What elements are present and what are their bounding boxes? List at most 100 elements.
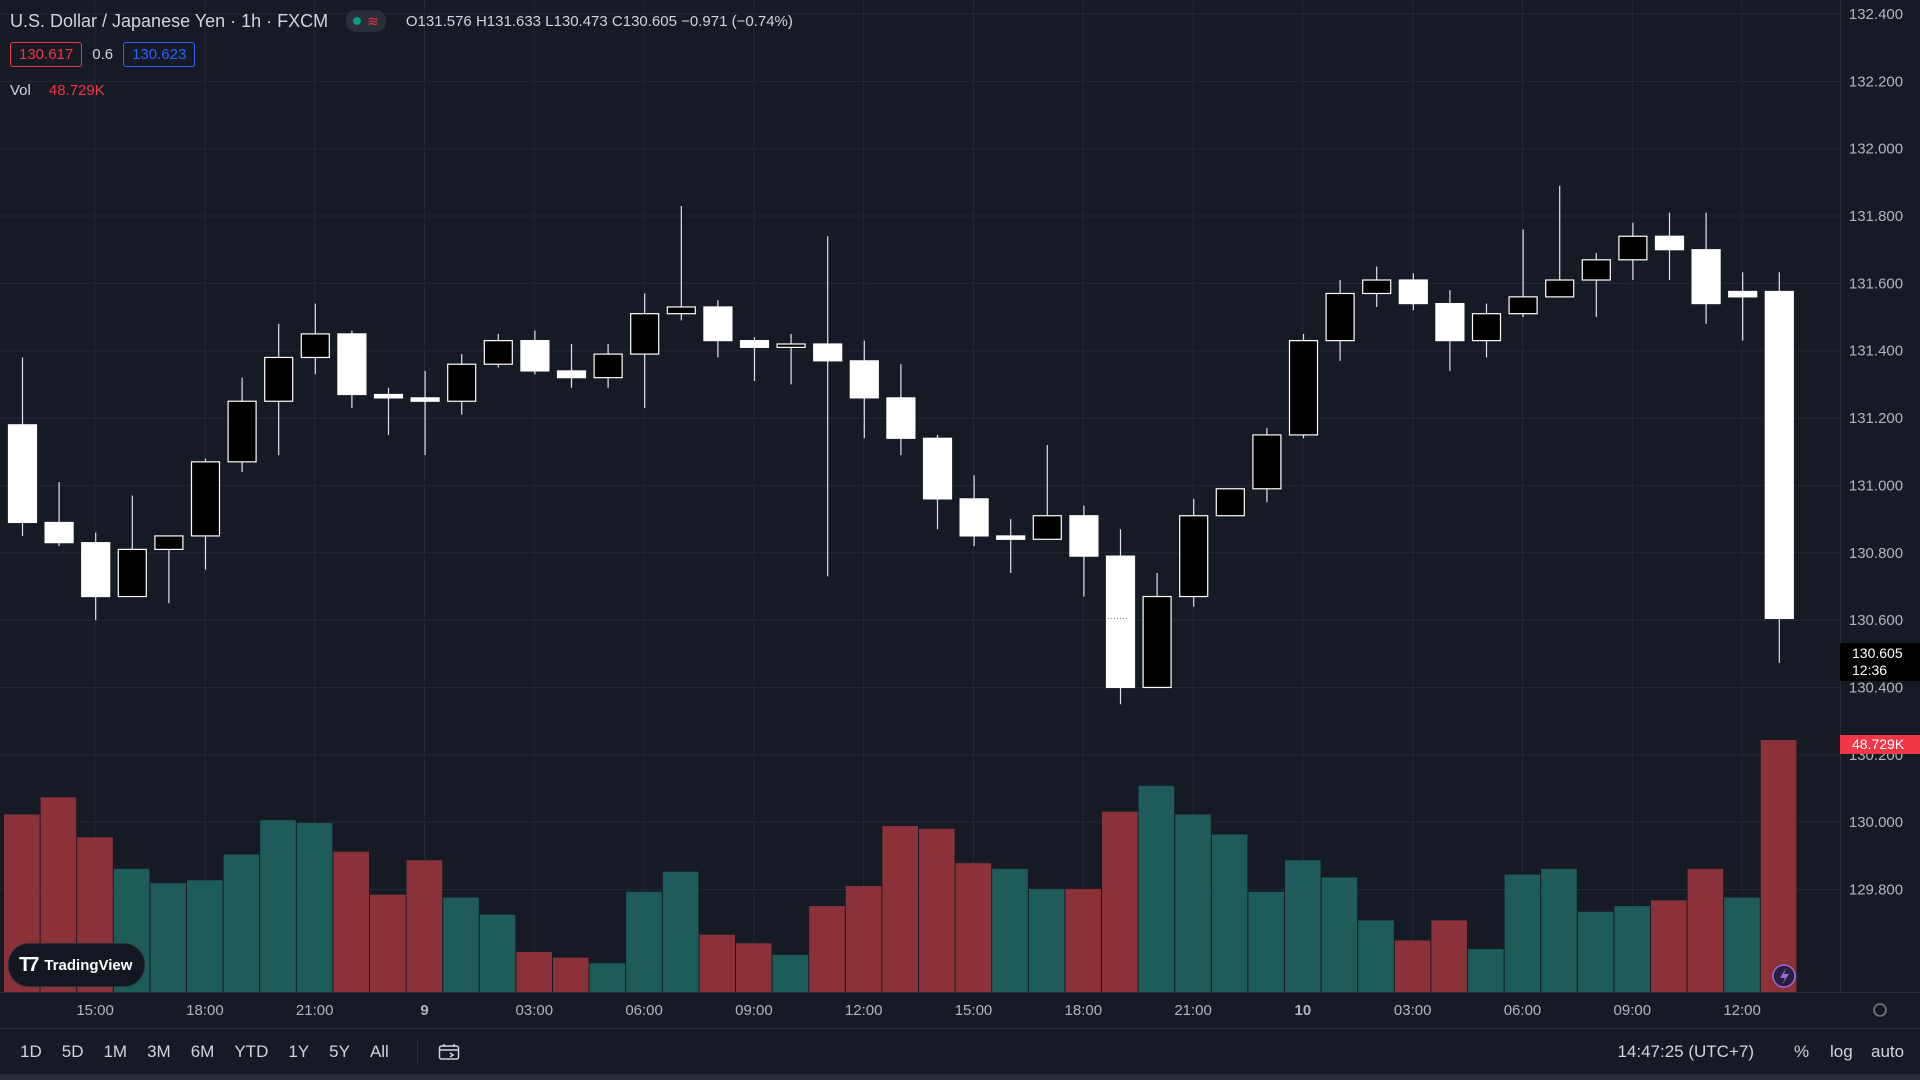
- candle-body-up: [1032, 515, 1062, 540]
- goto-date-icon[interactable]: [438, 1043, 460, 1061]
- candle-body-down: [7, 424, 38, 524]
- price-tick-label: 130.600: [1849, 612, 1903, 629]
- time-tick-label: 10: [1295, 1002, 1312, 1019]
- volume-bar: [1138, 785, 1175, 992]
- candle-body-up: [1252, 434, 1282, 490]
- candle-body-up: [190, 461, 221, 537]
- volume-bar: [955, 863, 992, 992]
- price-axis[interactable]: 129.800130.000130.200130.400130.600130.8…: [1849, 6, 1903, 898]
- auto-scale-button[interactable]: auto: [1871, 1042, 1905, 1061]
- candle-body-up: [1471, 313, 1502, 342]
- volume-bar: [1431, 920, 1467, 992]
- candle-body-down: [1398, 279, 1428, 305]
- lightning-bolt-icon: [1780, 968, 1789, 985]
- candle-body-up: [227, 400, 257, 463]
- candle-body-up: [1142, 595, 1172, 689]
- candle-body-up: [264, 356, 294, 402]
- candle-body-down: [849, 360, 879, 399]
- candle-body-up: [1362, 279, 1392, 295]
- volume-bar: [699, 934, 735, 992]
- time-tick-label: 09:00: [1614, 1002, 1652, 1019]
- time-axis[interactable]: 15:00 18:00 21:00 9 03:00 06:00 09:00 12:00 15:0…: [76, 1002, 1887, 1019]
- volume-bar: [333, 851, 369, 992]
- candle-body-up: [1288, 340, 1319, 436]
- range-1y-button[interactable]: 1Y: [288, 1042, 310, 1061]
- volume-bar: [1724, 897, 1760, 992]
- candle-body-up: [593, 353, 623, 379]
- price-tick-label: 130.400: [1849, 679, 1903, 696]
- range-3m-button[interactable]: 3M: [147, 1042, 171, 1061]
- range-5d-button[interactable]: 5D: [61, 1042, 84, 1061]
- symbol-legend: U.S. Dollar / Japanese Yen · 1h · FXCM ≋…: [10, 10, 793, 32]
- range-1d-button[interactable]: 1D: [20, 1042, 42, 1061]
- candle-body-up: [776, 343, 806, 348]
- market-status[interactable]: ≋: [346, 10, 386, 32]
- candle-body-up: [300, 333, 330, 359]
- volume-bar: [845, 886, 882, 992]
- candle-body-up: [1508, 296, 1538, 315]
- candle-body-down: [739, 340, 770, 348]
- volume-bar: [443, 897, 479, 992]
- logo-text: TradingView: [44, 956, 133, 974]
- candle-body-down: [337, 333, 367, 396]
- range-all-button[interactable]: All: [369, 1042, 389, 1061]
- range-1m-button[interactable]: 1M: [103, 1042, 128, 1061]
- time-tick-label: 9: [420, 1002, 428, 1019]
- candle-body-up: [1179, 515, 1209, 598]
- data-delay-icon: ≋: [367, 13, 379, 29]
- price-tick-label: 131.200: [1849, 410, 1903, 427]
- range-6m-button[interactable]: 6M: [190, 1042, 215, 1061]
- sell-button[interactable]: 130.617: [10, 42, 83, 67]
- price-tick-label: 132.200: [1849, 73, 1903, 90]
- buy-button[interactable]: 130.623: [123, 42, 196, 67]
- volume-label[interactable]: Vol: [10, 82, 31, 99]
- candle-body-up: [447, 363, 477, 402]
- toolbar-divider: [416, 1040, 418, 1064]
- time-tick-label: 12:00: [1723, 1002, 1761, 1019]
- volume-bar: [1541, 868, 1577, 992]
- tradingview-logo[interactable]: T7 TradingView: [8, 943, 146, 987]
- time-tick-label: 03:00: [1394, 1002, 1432, 1019]
- candle-body-up: [1581, 259, 1611, 281]
- candle-body-down: [922, 437, 953, 500]
- candle-body-up: [1618, 235, 1648, 261]
- time-tick-label: 12:00: [845, 1002, 883, 1019]
- candle-body-down: [1764, 290, 1794, 620]
- volume-bar: [150, 883, 186, 992]
- volume-bar: [406, 860, 443, 992]
- time-tick-label: 21:00: [1174, 1002, 1212, 1019]
- percent-scale-button[interactable]: %: [1794, 1042, 1810, 1061]
- volume-bar: [992, 868, 1028, 992]
- candle-body-up: [117, 548, 147, 598]
- range-5y-button[interactable]: 5Y: [329, 1042, 350, 1061]
- last-price-badge: 130.605 12:36: [1840, 643, 1920, 681]
- candle-body-up: [1215, 488, 1245, 517]
- volume-bar: [479, 914, 516, 992]
- ohlc-values: O131.576 H131.633 L130.473 C130.605 −0.9…: [405, 12, 793, 30]
- volume-bar: [1065, 888, 1101, 992]
- candle-body-down: [556, 370, 587, 379]
- time-tick-label: 18:00: [1065, 1002, 1103, 1019]
- candle-body-up: [1545, 279, 1575, 298]
- candle-body-down: [813, 343, 843, 362]
- volume-bar: [1248, 891, 1284, 992]
- price-tick-label: 131.800: [1849, 208, 1903, 225]
- symbol-title[interactable]: U.S. Dollar / Japanese Yen · 1h · FXCM: [10, 10, 329, 31]
- price-tick-label: 132.400: [1849, 6, 1903, 23]
- volume-bar: [919, 828, 955, 992]
- volume-bar: [1504, 874, 1541, 992]
- market-open-icon: [353, 17, 362, 25]
- range-ytd-button[interactable]: YTD: [234, 1042, 269, 1061]
- timezone-clock[interactable]: 14:47:25 (UTC+7): [1617, 1042, 1754, 1061]
- candle-body-down: [1069, 515, 1099, 557]
- log-scale-button[interactable]: log: [1830, 1042, 1853, 1061]
- time-tick-label: 15:00: [955, 1002, 993, 1019]
- time-tick-label: 09:00: [735, 1002, 773, 1019]
- candle-body-down: [996, 535, 1026, 540]
- volume-bar: [626, 891, 662, 992]
- chart-settings-icon[interactable]: [1873, 1003, 1887, 1017]
- candle-body-down: [373, 393, 404, 399]
- volume-bar: [1358, 920, 1394, 992]
- price-chart[interactable]: 129.800130.000130.200130.400130.600130.8…: [0, 0, 1920, 1028]
- volume-bar: [882, 825, 918, 992]
